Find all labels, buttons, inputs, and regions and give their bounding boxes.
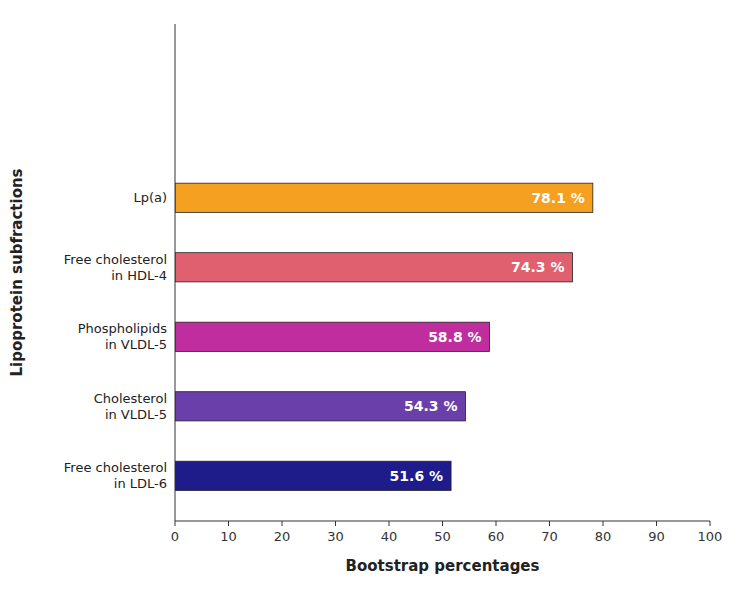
x-tick-label: 80 bbox=[595, 529, 612, 544]
data-label: 74.3 % bbox=[511, 259, 564, 275]
y-tick-label: Phospholipidsin VLDL-5 bbox=[78, 321, 168, 352]
x-tick-label: 20 bbox=[274, 529, 291, 544]
bar bbox=[175, 461, 451, 490]
y-tick-label-line: Lp(a) bbox=[133, 190, 167, 205]
x-tick bbox=[389, 521, 390, 526]
y-tick-label: Cholesterolin VLDL-5 bbox=[94, 391, 167, 422]
data-label: 54.3 % bbox=[404, 398, 457, 414]
y-tick-label-line: in VLDL-5 bbox=[105, 337, 167, 352]
y-tick-label-line: in HDL-4 bbox=[111, 268, 167, 283]
x-tick-label: 40 bbox=[381, 529, 398, 544]
data-label: 51.6 % bbox=[390, 468, 443, 484]
data-label: 78.1 % bbox=[531, 190, 584, 206]
y-tick-label-line: Free cholesterol bbox=[64, 252, 167, 267]
x-tick-label: 60 bbox=[488, 529, 505, 544]
data-label: 58.8 % bbox=[428, 329, 481, 345]
x-tick bbox=[442, 521, 443, 526]
bar bbox=[175, 183, 593, 212]
bar bbox=[175, 253, 573, 282]
y-tick-label-line: in VLDL-5 bbox=[105, 407, 167, 422]
x-axis-label: Bootstrap percentages bbox=[346, 557, 540, 575]
x-tick bbox=[335, 521, 336, 526]
bars bbox=[175, 183, 593, 490]
y-tick-label: Free cholesterolin LDL-6 bbox=[64, 460, 167, 491]
x-tick bbox=[656, 521, 657, 526]
x-tick-label: 30 bbox=[327, 529, 344, 544]
x-tick bbox=[549, 521, 550, 526]
y-tick-label-line: Cholesterol bbox=[94, 391, 167, 406]
x-tick bbox=[175, 521, 176, 526]
x-tick bbox=[710, 521, 711, 526]
x-tick-label: 0 bbox=[171, 529, 179, 544]
bar bbox=[175, 322, 490, 351]
x-tick bbox=[282, 521, 283, 526]
x-tick-label: 70 bbox=[541, 529, 558, 544]
x-tick bbox=[228, 521, 229, 526]
y-tick-label-line: Free cholesterol bbox=[64, 460, 167, 475]
y-tick-label-line: Phospholipids bbox=[78, 321, 168, 336]
x-tick bbox=[603, 521, 604, 526]
x-tick-label: 100 bbox=[698, 529, 723, 544]
y-tick-label-line: in LDL-6 bbox=[114, 476, 167, 491]
x-tick bbox=[496, 521, 497, 526]
y-tick-label: Free cholesterolin HDL-4 bbox=[64, 252, 167, 283]
chart-svg: 51.6 % 54.3 % 58.8 % 74.3 % 78.1 % 0 10 20 30 40 5… bbox=[0, 0, 744, 593]
y-tick-label: Lp(a) bbox=[133, 190, 167, 205]
bar bbox=[175, 392, 466, 421]
x-tick-label: 90 bbox=[648, 529, 665, 544]
chart-container: 51.6 % 54.3 % 58.8 % 74.3 % 78.1 % 0 10 20 30 40 5… bbox=[0, 0, 744, 593]
y-axis-label: Lipoprotein subfractions bbox=[8, 168, 26, 376]
y-axis-line bbox=[175, 24, 176, 521]
x-tick-label: 50 bbox=[434, 529, 451, 544]
x-tick-label: 10 bbox=[220, 529, 237, 544]
